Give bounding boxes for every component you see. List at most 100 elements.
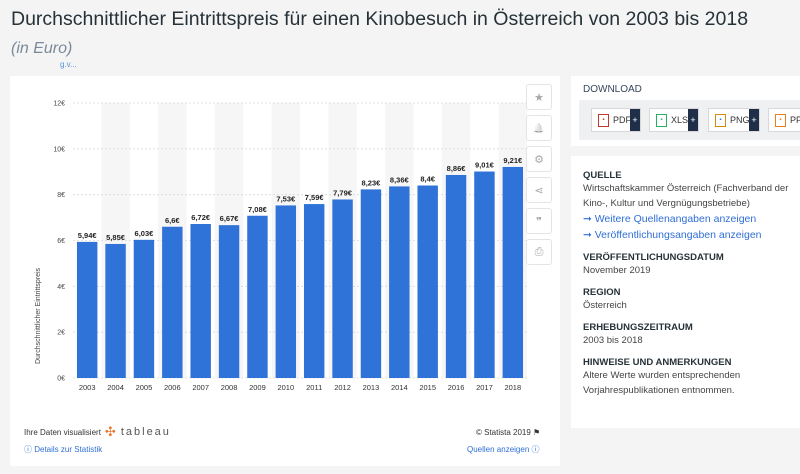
page-subtitle: (in Euro)	[11, 40, 73, 57]
data-label: 7,59€	[305, 193, 325, 202]
y-tick-label: 12€	[53, 101, 65, 108]
tableau-cross-icon: ✣	[104, 424, 118, 439]
survey-period-value: 2003 bis 2018	[583, 335, 643, 346]
x-tick-label: 2017	[476, 383, 493, 392]
download-pdf-label: PDF	[613, 115, 631, 125]
png-plus-icon: +	[749, 109, 759, 131]
bar-2008	[218, 225, 240, 378]
source-line-2: Kino-, Kultur und Vergnügungsbetriebe)	[583, 198, 750, 209]
region-value: Österreich	[583, 300, 627, 311]
bar-2009	[247, 215, 268, 378]
gear-icon: ⚙	[534, 153, 544, 166]
xls-file-icon: ▪	[656, 113, 667, 127]
favorite-button[interactable]: ★	[526, 84, 552, 110]
chart-bars	[76, 166, 524, 378]
visualized-credit: Ihre Daten visualisiert ✣ tableau	[24, 424, 171, 440]
data-label: 5,94€	[78, 231, 98, 240]
publication-info-link[interactable]: ➞ Veröffentlichungsangaben anzeigen	[583, 229, 762, 241]
data-label: 7,79€	[333, 188, 353, 197]
data-labels: 5,94€ 5,85€ 6,03€ 6,6€ 6,72€ 6,67€ 7,08€ 7,53€ 7…	[78, 156, 523, 242]
x-tick-label: 2010	[277, 383, 294, 392]
data-label: 6,72€	[191, 213, 211, 222]
notes-line-1: Altere Werte wurden entsprechenden	[583, 370, 741, 381]
x-tick-label: 2013	[363, 383, 380, 392]
notes-line-2: Vorjahrespublikationen entnommen.	[583, 385, 735, 396]
bar-2012	[332, 199, 353, 378]
survey-period-label: ERHEBUNGSZEITRAUM	[583, 322, 693, 333]
sources-link[interactable]: Quellen anzeigen ⓘ	[467, 445, 540, 454]
y-tick-label: 10€	[53, 146, 65, 153]
data-label: 6,6€	[165, 216, 180, 225]
download-png-button[interactable]: ▪ PNG +	[708, 108, 760, 132]
breadcrumb-fragment[interactable]: g.v...	[60, 60, 77, 69]
bar-2016	[445, 174, 467, 378]
bar-2007	[190, 224, 211, 378]
x-tick-label: 2003	[79, 383, 96, 392]
bell-icon: 🔔	[533, 122, 545, 133]
data-label: 6,03€	[135, 229, 155, 238]
data-label: 8,86€	[447, 164, 467, 173]
x-tick-label: 2004	[107, 383, 124, 392]
notification-button[interactable]: 🔔	[526, 115, 552, 141]
share-icon: ⋖	[534, 184, 544, 197]
x-tick-label: 2018	[504, 383, 521, 392]
y-tick-label: 0€	[57, 376, 65, 383]
png-file-icon: ▪	[715, 113, 726, 127]
x-tick-label: 2014	[391, 383, 408, 392]
settings-button[interactable]: ⚙	[526, 146, 552, 172]
print-button[interactable]: ⎙	[526, 239, 552, 265]
xls-plus-icon: +	[688, 109, 698, 131]
visualized-by-text: Ihre Daten visualisiert	[24, 427, 101, 437]
x-tick-label: 2011	[306, 383, 322, 392]
download-title: DOWNLOAD	[583, 84, 642, 95]
data-label: 8,23€	[362, 178, 382, 187]
bar-2015	[417, 185, 438, 378]
bar-2014	[389, 186, 410, 378]
x-tick-label: 2008	[221, 383, 238, 392]
download-xls-button[interactable]: ▪ XLS +	[649, 108, 699, 132]
x-tick-label: 2012	[334, 383, 351, 392]
notes-label: HINWEISE UND ANMERKUNGEN	[583, 357, 732, 368]
y-tick-label: 6€	[57, 238, 65, 245]
y-tick-label: 2€	[57, 330, 65, 337]
x-tick-label: 2016	[448, 383, 465, 392]
download-buttons: ▪ PDF + ▪ XLS + ▪ PNG + ▪ PP	[579, 100, 800, 140]
y-tick-label: 4€	[57, 284, 65, 291]
details-link[interactable]: ⓘ Details zur Statistik	[24, 445, 103, 454]
copyright: © Statista 2019 ⚑	[476, 428, 541, 437]
download-pdf-button[interactable]: ▪ PDF +	[591, 108, 641, 132]
data-label: 8,4€	[420, 175, 435, 184]
share-button[interactable]: ⋖	[526, 177, 552, 203]
bar-chart: 0€ 2€ 4€ 6€ 8€ 10€ 12€ 5,94€ 5,85€ 6,03€ 6,6€ 6,72…	[35, 101, 527, 392]
y-axis-ticks: 0€ 2€ 4€ 6€ 8€ 10€ 12€	[53, 101, 65, 383]
data-label: 9,21€	[503, 156, 523, 165]
bar-2004	[105, 243, 126, 378]
source-line-1: Wirtschaftskammer Österreich (Fachverban…	[583, 183, 789, 194]
download-ppt-button[interactable]: ▪ PP	[768, 108, 800, 132]
download-panel: DOWNLOAD ▪ PDF + ▪ XLS + ▪ PNG + ▪ PP	[571, 76, 800, 146]
data-label: 8,36€	[390, 175, 410, 184]
chart-toolbar: ★ 🔔 ⚙ ⋖ ❞ ⎙	[526, 84, 552, 270]
ppt-file-icon: ▪	[775, 113, 786, 127]
page-title: Durchschnittlicher Eintrittspreis für ei…	[11, 8, 749, 30]
bar-2018	[502, 166, 524, 378]
y-tick-label: 8€	[57, 192, 65, 199]
x-tick-label: 2009	[249, 383, 266, 392]
download-png-label: PNG	[730, 115, 750, 125]
chart-card: 0€ 2€ 4€ 6€ 8€ 10€ 12€ 5,94€ 5,85€ 6,03€ 6,6€ 6,72…	[10, 76, 560, 466]
source-label: QUELLE	[583, 170, 622, 181]
bar-2010	[275, 205, 297, 378]
bar-2011	[303, 204, 325, 378]
tableau-logo[interactable]: ✣ tableau	[105, 424, 171, 440]
x-tick-label: 2015	[419, 383, 436, 392]
bar-2005	[133, 239, 155, 378]
x-tick-label: 2006	[164, 383, 181, 392]
data-label: 5,85€	[106, 233, 126, 242]
data-label: 9,01€	[475, 161, 495, 170]
cite-button[interactable]: ❞	[526, 208, 552, 234]
more-sources-link[interactable]: ➞ Weitere Quellenangaben anzeigen	[583, 213, 757, 225]
data-label: 7,53€	[276, 194, 296, 203]
region-label: REGION	[583, 287, 621, 298]
bar-2006	[162, 226, 183, 378]
publication-date-label: VERÖFFENTLICHUNGSDATUM	[583, 252, 724, 263]
